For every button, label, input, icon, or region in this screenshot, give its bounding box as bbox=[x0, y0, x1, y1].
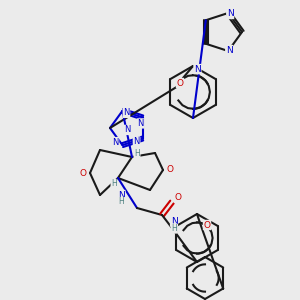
Text: O: O bbox=[167, 166, 173, 175]
Text: N: N bbox=[226, 46, 232, 55]
Text: N: N bbox=[123, 108, 130, 117]
Text: O: O bbox=[203, 220, 211, 230]
Text: H: H bbox=[171, 224, 177, 233]
Text: N: N bbox=[171, 217, 177, 226]
Text: N: N bbox=[194, 64, 201, 74]
Text: N: N bbox=[137, 119, 144, 128]
Text: H: H bbox=[134, 149, 140, 158]
Text: O: O bbox=[176, 79, 184, 88]
Text: O: O bbox=[175, 194, 182, 202]
Text: N: N bbox=[124, 125, 130, 134]
Text: O: O bbox=[80, 169, 86, 178]
Text: N: N bbox=[112, 138, 119, 147]
Text: H: H bbox=[111, 179, 117, 188]
Text: N: N bbox=[134, 137, 140, 146]
Text: N: N bbox=[227, 10, 234, 19]
Text: N: N bbox=[118, 190, 125, 200]
Text: H: H bbox=[118, 197, 124, 206]
